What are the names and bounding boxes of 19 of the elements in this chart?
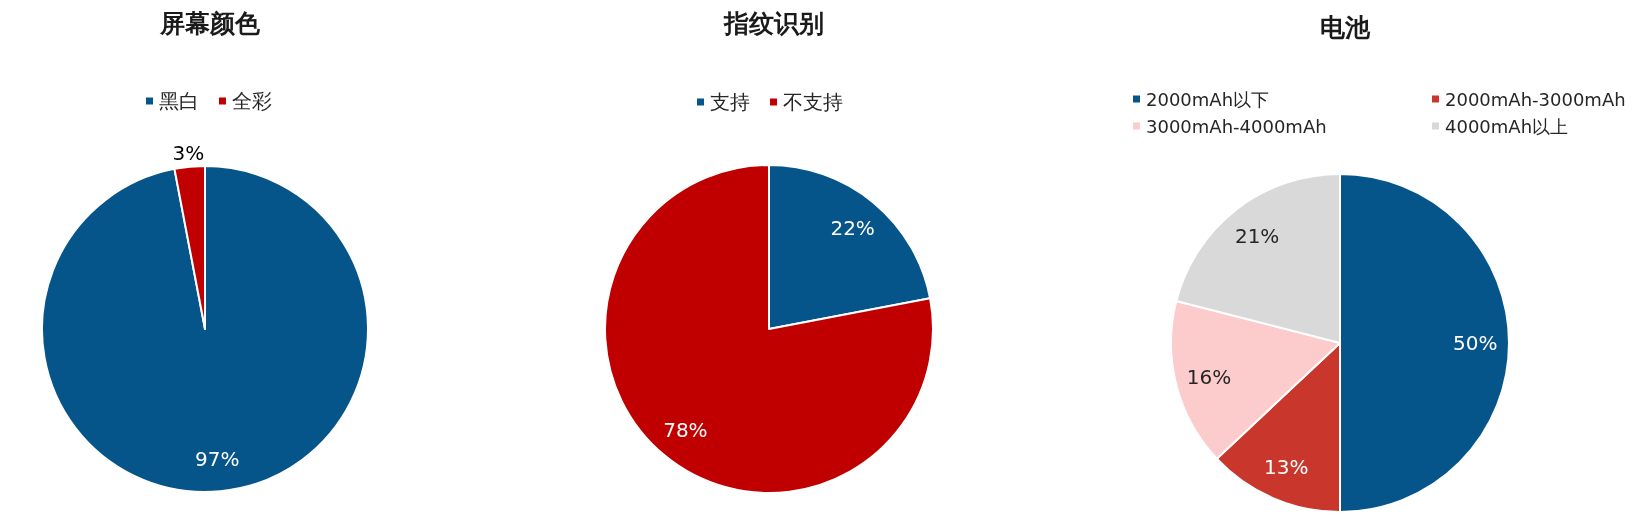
data-label: 22% — [830, 215, 875, 240]
chart-title: 电池 — [1320, 13, 1371, 42]
data-label: 50% — [1452, 331, 1498, 355]
legend-label: 全彩 — [232, 89, 272, 113]
data-label: 78% — [663, 418, 708, 443]
legend-label: 3000mAh-4000mAh — [1146, 115, 1327, 137]
data-label: 21% — [1234, 224, 1280, 249]
legend-label: 黑白 — [159, 89, 199, 113]
legend-label: 2000mAh-3000mAh — [1445, 88, 1626, 110]
data-label: 97% — [195, 446, 240, 471]
data-label: 13% — [1264, 455, 1309, 480]
legend-label: 4000mAh以上 — [1445, 115, 1569, 137]
legend-label: 支持 — [710, 90, 750, 114]
legend-label: 不支持 — [783, 90, 843, 114]
chart-title: 屏幕颜色 — [159, 9, 261, 38]
chart-title: 指纹识别 — [723, 9, 824, 38]
legend-label: 2000mAh以下 — [1146, 88, 1270, 110]
data-label: 16% — [1186, 364, 1232, 389]
data-label: 3% — [172, 140, 205, 165]
